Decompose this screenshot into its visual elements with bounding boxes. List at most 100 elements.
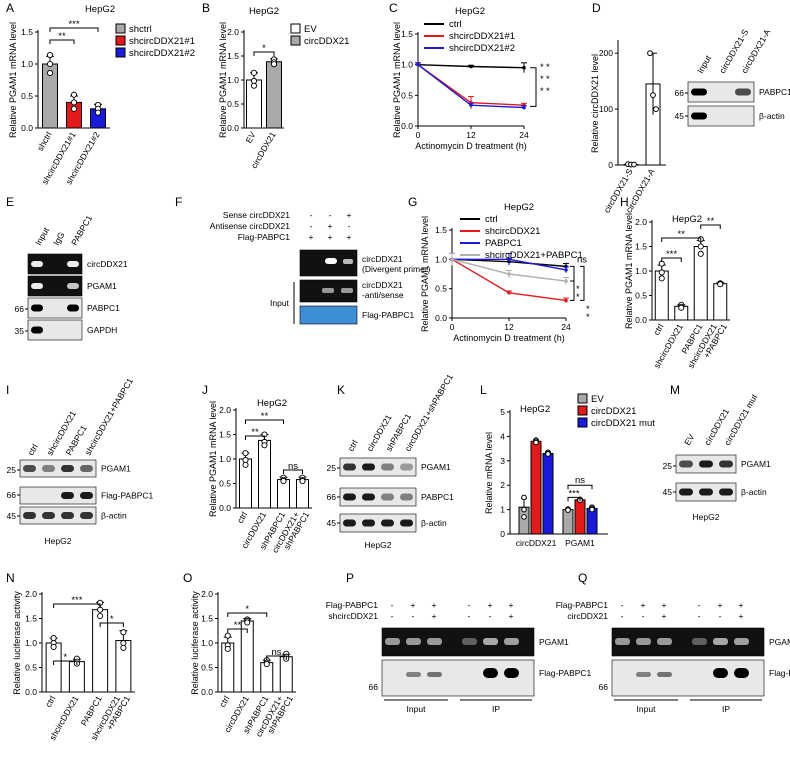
blot-band — [400, 463, 413, 471]
size-marker: 25 — [327, 463, 337, 473]
significance-label: * — [576, 292, 580, 303]
blot-band — [381, 463, 394, 471]
significance-label: * — [245, 604, 249, 615]
size-marker: 66 — [327, 492, 337, 502]
y-tick-label: 0.5 — [201, 663, 213, 673]
y-tick-label: 0.0 — [25, 687, 37, 697]
significance-label: *** — [68, 19, 79, 30]
blot-band — [67, 283, 79, 289]
blot-band — [735, 88, 751, 96]
y-tick-label: 1.5 — [635, 242, 647, 252]
data-point — [242, 456, 249, 464]
blot-band — [427, 672, 442, 677]
data-point — [450, 257, 454, 262]
legend-label: circDDX21 — [591, 406, 636, 417]
lane-label: PABPC1 — [69, 213, 94, 247]
blot-strip — [687, 81, 755, 103]
lane-label: Input — [695, 53, 713, 75]
data-point — [242, 461, 249, 468]
condition-value: - — [310, 210, 313, 220]
legend-swatch — [115, 47, 126, 58]
blot-band — [23, 465, 36, 472]
panel-letter-j: J — [202, 383, 208, 397]
blot-band — [657, 638, 672, 645]
significance-label: ** — [261, 411, 269, 422]
significance-bracket — [700, 224, 721, 229]
y-tick-label: 1 — [500, 505, 505, 515]
blot-band — [61, 512, 74, 519]
row-label: PABPC1 — [87, 303, 120, 313]
blot-band — [23, 512, 36, 519]
data-point — [224, 645, 231, 652]
data-point — [120, 644, 127, 651]
row-label: β-actin — [741, 487, 767, 497]
significance-bracket — [567, 496, 581, 502]
blot-band — [406, 672, 421, 677]
data-point — [244, 619, 251, 626]
blot-strip — [339, 457, 417, 477]
blot-band — [406, 638, 421, 645]
significance-bracket — [567, 484, 593, 490]
legend-swatch — [577, 393, 588, 404]
y-tick-label: 1.5 — [227, 51, 239, 61]
legend-label: shcircDDX21#2 — [129, 48, 195, 59]
blot-band — [381, 493, 394, 501]
bar — [45, 642, 62, 693]
blot-i: ctrl shcircDDX21PABPC1shcircDDX21+PABPC1P… — [7, 376, 154, 546]
condition-value: + — [488, 600, 493, 610]
x-tick-label: 24 — [561, 322, 571, 332]
data-point — [653, 106, 659, 112]
lane-label: circDDX21 mut — [722, 392, 760, 447]
panel-letter-q: Q — [578, 571, 587, 585]
y-axis-label: Relative PGAM1 mRNA level — [218, 22, 228, 138]
y-tick-label: 3 — [500, 456, 505, 466]
blot-strip — [27, 253, 83, 275]
chart-title: HepG2 — [455, 6, 485, 17]
blot-band — [400, 493, 413, 501]
row-label: Flag-PABPC1 — [101, 491, 154, 501]
blot-band — [719, 488, 733, 496]
condition-value: - — [412, 611, 415, 621]
data-point — [521, 514, 527, 520]
y-tick-label: 2.0 — [635, 217, 647, 227]
row-label: β-actin — [101, 511, 127, 521]
blot-band — [636, 672, 651, 677]
y-tick-label: 0 — [608, 160, 613, 170]
y-tick-label: 0 — [500, 529, 505, 539]
legend-label: shcircDDX21#1 — [129, 36, 195, 47]
row-label: circDDX21 — [362, 254, 403, 264]
data-point — [564, 298, 568, 303]
significance-label: * — [546, 74, 550, 85]
significance-bracket — [283, 469, 303, 474]
blot-e: Input IgG PABPC1circDDX21PGAM1PABPC1GAPDH6… — [15, 213, 128, 341]
row-label: Flag-PABPC1 — [539, 668, 592, 678]
row-label: circDDX21 — [87, 259, 128, 269]
blot-caption: HepG2 — [693, 512, 720, 522]
y-tick-label: 2.0 — [227, 27, 239, 37]
y-tick-label: 200 — [599, 48, 613, 58]
legend-label: shcircDDX21#2 — [449, 43, 515, 54]
legend-label: shctrl — [129, 24, 152, 35]
panel-letter-l: L — [480, 383, 487, 397]
condition-value: + — [641, 600, 646, 610]
blot-strip — [611, 659, 765, 697]
row-label: PABPC1 — [421, 492, 454, 502]
size-marker: 45 — [675, 111, 685, 121]
size-marker: 25 — [663, 461, 673, 471]
data-point — [299, 477, 306, 485]
y-tick-label: 1.0 — [21, 59, 33, 69]
blot-band — [699, 488, 713, 496]
condition-label: shcircDDX21 — [328, 611, 378, 621]
blot-band — [679, 488, 693, 496]
condition-value: - — [391, 600, 394, 610]
y-tick-label: 0.0 — [219, 503, 231, 513]
condition-value: - — [391, 611, 394, 621]
significance-label: * — [576, 284, 580, 295]
condition-label: circDDX21 — [567, 611, 608, 621]
blot-d: Input circDDX21-ScircDDX21-APABPC1β-actin… — [675, 27, 790, 127]
significance-label: ns — [575, 475, 585, 486]
y-tick-label: 1.0 — [201, 638, 213, 648]
